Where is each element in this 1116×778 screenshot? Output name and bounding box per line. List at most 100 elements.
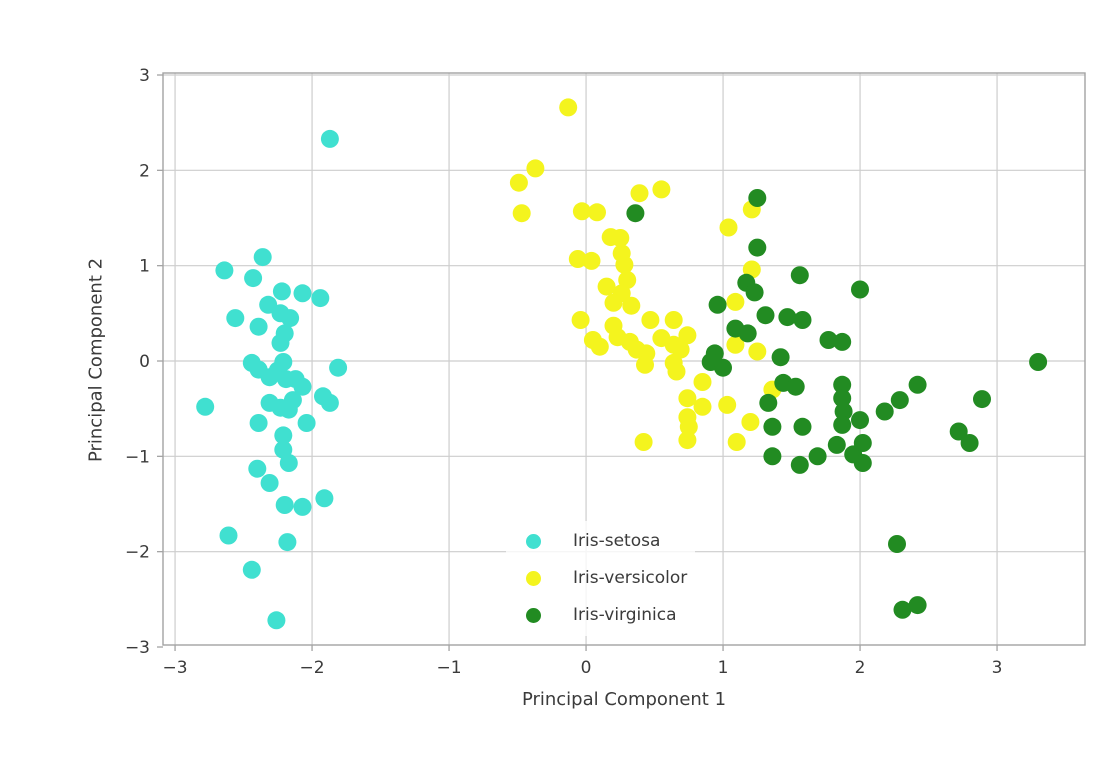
scatter-point — [242, 560, 261, 579]
legend-item-setosa: Iris-setosa — [514, 523, 687, 560]
scatter-point — [827, 435, 846, 454]
x-tick-label: −2 — [300, 658, 325, 678]
scatter-point — [759, 393, 778, 412]
scatter-point — [281, 309, 300, 328]
series-Iris-versicolor — [509, 98, 782, 451]
scatter-point — [908, 596, 927, 615]
scatter-point — [833, 332, 852, 351]
scatter-point — [771, 348, 790, 367]
setosa-marker-icon — [526, 534, 541, 549]
scatter-point — [748, 238, 767, 257]
scatter-point — [615, 255, 634, 274]
series-Iris-setosa — [196, 129, 348, 630]
scatter-point — [890, 391, 909, 410]
y-tick-label: −3 — [125, 638, 150, 658]
scatter-point — [763, 447, 782, 466]
scatter-point — [778, 308, 797, 327]
scatter-point — [582, 251, 601, 270]
scatter-point — [833, 375, 852, 394]
scatter-point — [748, 189, 767, 207]
x-tick-label: −3 — [163, 658, 188, 678]
scatter-point — [726, 335, 745, 354]
scatter-point — [611, 229, 630, 247]
scatter-point — [329, 358, 348, 377]
y-tick-label: 0 — [139, 352, 150, 372]
scatter-point — [526, 159, 545, 178]
scatter-point — [664, 311, 683, 329]
scatter-point — [693, 373, 712, 391]
scatter-point — [293, 377, 312, 396]
scatter-point — [272, 282, 291, 301]
y-tick-label: −2 — [125, 543, 150, 563]
scatter-point — [571, 311, 590, 329]
scatter-point — [244, 269, 263, 288]
scatter-point — [590, 337, 609, 356]
scatter-point — [275, 496, 294, 514]
series-Iris-virginica — [626, 189, 1048, 619]
scatter-point — [671, 340, 690, 359]
scatter-point — [597, 277, 616, 296]
scatter-point — [512, 204, 531, 223]
scatter-point — [853, 454, 872, 472]
scatter-point — [320, 393, 339, 412]
scatter-point — [196, 397, 215, 416]
scatter-point — [678, 326, 697, 345]
scatter-point — [763, 417, 782, 436]
scatter-point — [714, 358, 732, 377]
scatter-point — [509, 173, 528, 192]
scatter-point — [679, 417, 698, 436]
scatter-point — [678, 431, 697, 450]
y-tick-label: 1 — [139, 257, 150, 277]
scatter-point — [908, 375, 927, 394]
y-tick-label: 3 — [139, 66, 150, 86]
legend-item-versicolor: Iris-versicolor — [514, 560, 687, 597]
scatter-point — [893, 600, 912, 619]
x-tick-label: 0 — [581, 658, 592, 678]
scatter-point — [693, 397, 712, 416]
scatter-point — [311, 289, 330, 308]
scatter-point — [568, 250, 587, 268]
scatter-point — [793, 417, 812, 436]
plot-spines — [162, 72, 1086, 646]
scatter-point — [634, 433, 653, 451]
scatter-point — [851, 411, 869, 430]
scatter-point — [793, 311, 812, 329]
scatter-point — [790, 266, 809, 285]
scatter-point — [622, 296, 641, 315]
scatter-point — [819, 331, 838, 349]
x-axis-label: Principal Component 1 — [521, 689, 727, 710]
legend-item-virginica: Iris-virginica — [514, 597, 687, 634]
scatter-point — [888, 535, 906, 553]
scatter-point — [248, 459, 267, 478]
scatter-point — [745, 283, 764, 302]
scatter-point — [719, 218, 738, 237]
scatter-point — [652, 180, 671, 199]
scatter-point — [726, 292, 745, 311]
x-tick-label: −1 — [437, 658, 462, 678]
scatter-point — [253, 248, 272, 267]
scatter-point — [278, 533, 297, 552]
scatter-point — [667, 362, 686, 381]
versicolor-marker-icon — [526, 571, 541, 586]
scatter-point — [636, 355, 654, 374]
scatter-point — [786, 377, 805, 396]
scatter-point — [973, 390, 991, 409]
scatter-point — [678, 389, 697, 408]
legend-label: Iris-versicolor — [573, 568, 688, 588]
scatter-point — [741, 413, 760, 431]
scatter-point — [320, 129, 339, 148]
scatter-point — [626, 204, 645, 223]
scatter-point — [756, 306, 775, 325]
scatter-point — [718, 395, 737, 414]
scatter-point — [834, 402, 853, 421]
legend: Iris-setosa Iris-versicolor Iris-virgini… — [506, 521, 696, 636]
scatter-point — [748, 342, 767, 361]
legend-label: Iris-setosa — [573, 531, 661, 551]
legend-label: Iris-virginica — [573, 605, 677, 625]
scatter-point — [274, 426, 293, 445]
y-tick-label: 2 — [139, 161, 150, 181]
scatter-point — [588, 203, 606, 222]
scatter-point — [630, 184, 649, 203]
